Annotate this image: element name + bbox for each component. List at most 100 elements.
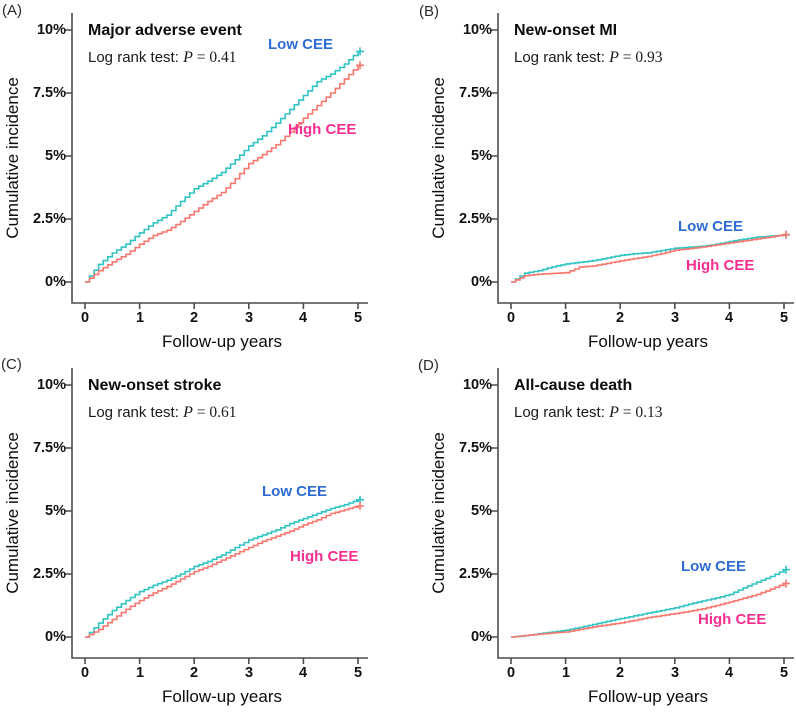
logrank-prefix: Log rank test:	[88, 404, 184, 421]
panel-d-ytick-0: 0%	[471, 629, 492, 645]
panel-a-xtick-2: 2	[189, 310, 199, 326]
panel-b-xtick-3: 3	[670, 310, 680, 326]
panel-b-tag: (B)	[419, 3, 439, 20]
panel-a-xtick-1: 1	[135, 310, 145, 326]
panel-b-logrank: Log rank test: P = 0.93	[514, 48, 662, 67]
panel-b-high-cee-label: High CEE	[686, 257, 755, 274]
panel-b-high-cee-curve	[511, 234, 785, 283]
panel-d-logrank: Log rank test: P = 0.13	[514, 403, 662, 422]
panel-d-tag: (D)	[418, 357, 439, 374]
panel-d-high-censor-mark	[782, 579, 790, 588]
panel-c-ytick-0: 0%	[45, 629, 66, 645]
panel-c-x-axis-title: Follow-up years	[162, 687, 282, 706]
logrank-p-value: = 0.93	[618, 49, 663, 66]
panel-a-ytick-10: 10%	[36, 22, 66, 38]
panel-d-xtick-0: 0	[506, 665, 516, 681]
panel-c-low-cee-curve	[85, 499, 359, 638]
panel-c-logrank: Log rank test: P = 0.61	[88, 403, 236, 422]
panel-a-xtick-4: 4	[298, 310, 308, 326]
panel-d-title: All-cause death	[514, 377, 633, 394]
logrank-p-symbol: P	[609, 49, 619, 66]
panel-b-xtick-5: 5	[779, 310, 789, 326]
logrank-p-value: = 0.41	[192, 49, 237, 66]
panel-a-title: Major adverse event	[88, 22, 242, 39]
panel-c-ytick-10: 10%	[36, 377, 66, 393]
logrank-p-symbol: P	[183, 404, 193, 421]
logrank-prefix: Log rank test:	[514, 49, 610, 66]
panel-b-xtick-4: 4	[724, 310, 734, 326]
panel-d-low-cee-curve	[511, 569, 785, 638]
panel-c-xtick-2: 2	[189, 665, 199, 681]
panel-a-logrank: Log rank test: P = 0.41	[88, 48, 236, 67]
panel-c-ytick-7-5: 7.5%	[32, 440, 66, 456]
panel-b-xtick-0: 0	[506, 310, 516, 326]
panel-b-xtick-1: 1	[561, 310, 571, 326]
panel-b-low-cee-label: Low CEE	[678, 218, 744, 235]
panel-d-ytick-5: 5%	[471, 503, 492, 519]
panel-a-high-cee-label: High CEE	[288, 121, 357, 138]
panel-d-low-censor-mark	[782, 565, 790, 574]
panel-a-x-axis-title: Follow-up years	[162, 332, 282, 351]
panel-d-xtick-3: 3	[670, 665, 680, 681]
panel-a-xtick-3: 3	[244, 310, 254, 326]
panel-c-xtick-1: 1	[135, 665, 145, 681]
panel-a-ytick-5: 5%	[45, 148, 66, 164]
panel-a-low-censor-mark	[356, 47, 364, 56]
panel-c-xtick-3: 3	[244, 665, 254, 681]
panel-c-low-cee-label: Low CEE	[262, 483, 328, 500]
panel-d-axes	[491, 368, 794, 664]
panel-d-high-cee-curve	[511, 583, 785, 638]
panel-c-tag: (C)	[1, 356, 22, 373]
panel-a-ytick-0: 0%	[45, 274, 66, 290]
panel-c-xtick-5: 5	[353, 665, 363, 681]
panel-c-ytick-2-5: 2.5%	[32, 566, 66, 582]
panel-c-high-cee-curve	[85, 506, 359, 638]
panel-b-xtick-2: 2	[615, 310, 625, 326]
panel-a-tag: (A)	[2, 2, 22, 19]
panel-c-xtick-4: 4	[298, 665, 308, 681]
panel-a-high-censor-mark	[356, 61, 364, 70]
logrank-p-value: = 0.61	[192, 404, 237, 421]
logrank-p-symbol: P	[609, 404, 619, 421]
panel-c-ytick-5: 5%	[45, 503, 66, 519]
panel-b-high-censor-mark	[782, 230, 790, 239]
panel-b-x-axis-title: Follow-up years	[588, 332, 708, 351]
panel-a-high-cee-curve	[85, 65, 359, 283]
panel-b-axes	[491, 13, 794, 309]
panel-d-ytick-2-5: 2.5%	[458, 566, 492, 582]
panel-d-xtick-1: 1	[561, 665, 571, 681]
panel-d-ytick-7-5: 7.5%	[458, 440, 492, 456]
panel-b-ytick-2-5: 2.5%	[458, 211, 492, 227]
panel-a-low-cee-label: Low CEE	[268, 36, 334, 53]
panel-a-axes	[65, 13, 368, 309]
panel-c-title: New-onset stroke	[88, 377, 222, 394]
panel-c-high-censor-mark	[356, 502, 364, 510]
panel-b-ytick-7-5: 7.5%	[458, 85, 492, 101]
logrank-p-symbol: P	[183, 49, 193, 66]
panel-d-xtick-5: 5	[779, 665, 789, 681]
panel-c-high-cee-label: High CEE	[290, 548, 359, 565]
panel-c-xtick-0: 0	[80, 665, 90, 681]
panel-d-high-cee-label: High CEE	[698, 611, 767, 628]
panel-b-title: New-onset MI	[514, 22, 618, 39]
panel-b-ytick-0: 0%	[471, 274, 492, 290]
panel-a-ytick-7-5: 7.5%	[32, 85, 66, 101]
panel-a-low-cee-curve	[85, 51, 359, 283]
panel-c-axes	[65, 368, 368, 664]
panel-d-ytick-10: 10%	[462, 377, 492, 393]
panel-b-ytick-10: 10%	[462, 22, 492, 38]
panel-d-low-cee-label: Low CEE	[681, 558, 747, 575]
panel-b-low-cee-curve	[511, 234, 785, 283]
logrank-prefix: Log rank test:	[88, 49, 184, 66]
panel-a-xtick-0: 0	[80, 310, 90, 326]
panel-a-ytick-2-5: 2.5%	[32, 211, 66, 227]
panel-d-xtick-2: 2	[615, 665, 625, 681]
panel-d-x-axis-title: Follow-up years	[588, 687, 708, 706]
logrank-p-value: = 0.13	[618, 404, 663, 421]
logrank-prefix: Log rank test:	[514, 404, 610, 421]
panel-a-xtick-5: 5	[353, 310, 363, 326]
panel-b-ytick-5: 5%	[471, 148, 492, 164]
panel-d-xtick-4: 4	[724, 665, 734, 681]
